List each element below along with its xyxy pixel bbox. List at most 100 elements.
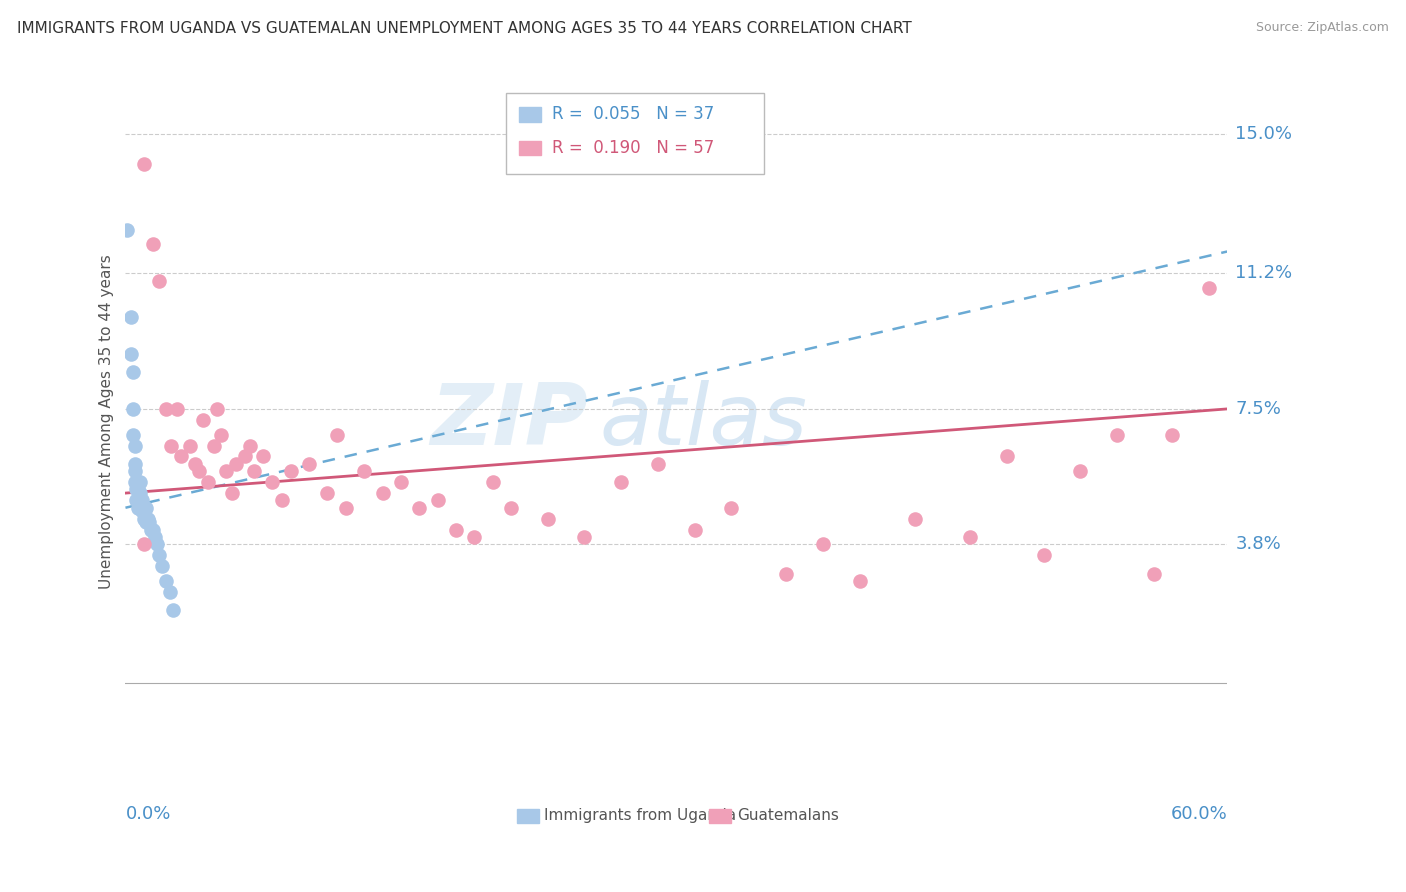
Point xyxy=(136,512,159,526)
Point xyxy=(298,457,321,471)
Point xyxy=(1105,427,1128,442)
Point xyxy=(127,500,149,515)
Point xyxy=(371,486,394,500)
Point xyxy=(131,504,153,518)
Point xyxy=(202,438,225,452)
Point xyxy=(127,475,149,489)
Point xyxy=(159,585,181,599)
Point xyxy=(155,574,177,588)
Text: Guatemalans: Guatemalans xyxy=(737,808,839,823)
Point xyxy=(141,523,163,537)
Point xyxy=(408,500,430,515)
Point xyxy=(135,516,157,530)
Point xyxy=(127,493,149,508)
Point xyxy=(125,475,148,489)
Point xyxy=(463,530,485,544)
Point xyxy=(537,512,560,526)
Point xyxy=(499,500,522,515)
Point xyxy=(1161,427,1184,442)
Point xyxy=(280,464,302,478)
Y-axis label: Unemployment Among Ages 35 to 44 years: Unemployment Among Ages 35 to 44 years xyxy=(100,254,114,589)
Point xyxy=(444,523,467,537)
Point xyxy=(169,450,191,464)
Text: R =  0.190   N = 57: R = 0.190 N = 57 xyxy=(551,139,714,157)
Point xyxy=(148,549,170,563)
Bar xyxy=(710,809,731,823)
Text: 3.8%: 3.8% xyxy=(1236,535,1281,553)
Point xyxy=(720,500,742,515)
Point xyxy=(683,523,706,537)
Point xyxy=(143,530,166,544)
Point xyxy=(162,603,184,617)
Point xyxy=(125,483,148,497)
Point xyxy=(1198,281,1220,295)
Point xyxy=(197,475,219,489)
Point xyxy=(207,401,229,416)
Point xyxy=(121,401,143,416)
Point xyxy=(135,500,157,515)
Point xyxy=(132,537,155,551)
Point xyxy=(142,523,165,537)
Point xyxy=(233,450,256,464)
Bar xyxy=(519,141,541,155)
Point xyxy=(426,493,449,508)
Point xyxy=(124,464,146,478)
Point xyxy=(179,438,201,452)
Point xyxy=(225,457,247,471)
Point xyxy=(132,500,155,515)
Point xyxy=(995,450,1018,464)
Point xyxy=(270,493,292,508)
Point xyxy=(125,493,148,508)
Point xyxy=(132,512,155,526)
Point xyxy=(129,486,152,500)
Bar xyxy=(519,107,541,121)
Text: 15.0%: 15.0% xyxy=(1236,126,1292,144)
Text: IMMIGRANTS FROM UGANDA VS GUATEMALAN UNEMPLOYMENT AMONG AGES 35 TO 44 YEARS CORR: IMMIGRANTS FROM UGANDA VS GUATEMALAN UNE… xyxy=(17,21,911,37)
Point xyxy=(124,475,146,489)
Point xyxy=(129,500,152,515)
Point xyxy=(209,427,232,442)
Point xyxy=(811,537,834,551)
Point xyxy=(132,157,155,171)
Point xyxy=(1032,549,1054,563)
Text: atlas: atlas xyxy=(599,380,807,463)
Point xyxy=(610,475,633,489)
Point xyxy=(142,237,165,252)
Point xyxy=(120,347,142,361)
Point xyxy=(129,475,152,489)
Text: Source: ZipAtlas.com: Source: ZipAtlas.com xyxy=(1256,21,1389,35)
Text: 7.5%: 7.5% xyxy=(1236,400,1281,418)
Point xyxy=(145,537,167,551)
Point xyxy=(325,427,347,442)
Point xyxy=(316,486,339,500)
Text: 11.2%: 11.2% xyxy=(1236,265,1292,283)
Point xyxy=(131,493,153,508)
Point xyxy=(1143,566,1166,581)
Point xyxy=(120,310,142,325)
Point xyxy=(150,559,173,574)
Point xyxy=(574,530,596,544)
Point xyxy=(1069,464,1091,478)
Point xyxy=(262,475,284,489)
Point xyxy=(121,427,143,442)
Text: 60.0%: 60.0% xyxy=(1170,805,1227,823)
Point xyxy=(252,450,274,464)
Point xyxy=(124,457,146,471)
Point xyxy=(148,274,170,288)
Point xyxy=(155,401,177,416)
Point xyxy=(239,438,262,452)
Point xyxy=(849,574,872,588)
Point xyxy=(647,457,669,471)
Point xyxy=(117,222,139,236)
Text: Immigrants from Uganda: Immigrants from Uganda xyxy=(544,808,737,823)
Point xyxy=(160,438,183,452)
Text: ZIP: ZIP xyxy=(430,380,588,463)
Point xyxy=(184,457,207,471)
Point xyxy=(215,464,238,478)
Point xyxy=(138,516,160,530)
Point xyxy=(959,530,981,544)
Point xyxy=(166,401,188,416)
Point xyxy=(335,500,357,515)
Point xyxy=(243,464,266,478)
Point xyxy=(127,483,149,497)
